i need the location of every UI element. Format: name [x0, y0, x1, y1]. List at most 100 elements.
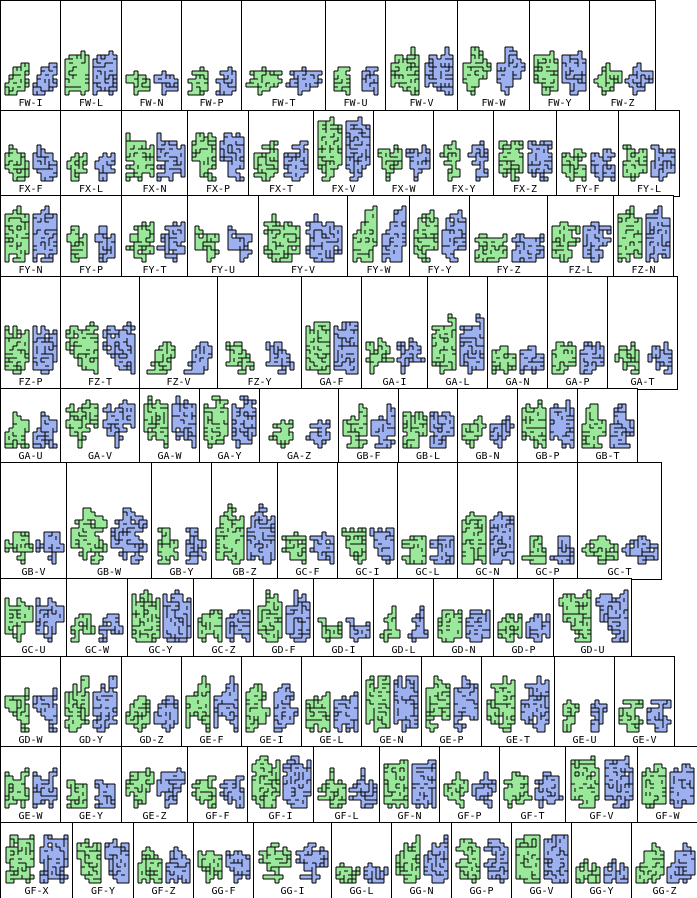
tiling-square [49, 67, 53, 71]
tiling-square [466, 424, 470, 428]
tiling-square [184, 424, 188, 428]
tiling-square [626, 424, 630, 428]
tiling-square [232, 79, 236, 83]
tiling-square [464, 338, 468, 342]
tiling-square [635, 153, 639, 157]
tiling-square [476, 177, 480, 181]
tiling-square [414, 238, 418, 242]
tiling-square [304, 157, 308, 161]
tiling-square [542, 436, 546, 440]
tiling-square [570, 55, 574, 59]
tiling-outline [581, 403, 607, 449]
tiling-square [338, 242, 342, 246]
tiling-square [157, 177, 161, 181]
tiling-square [606, 79, 610, 83]
tiling-square [499, 246, 503, 250]
tiling-square [330, 129, 334, 133]
tiling-square [599, 157, 603, 161]
tiling-square [318, 161, 322, 165]
tiling-square [166, 75, 170, 79]
tiling-square [240, 157, 244, 161]
tiling-square [86, 334, 90, 338]
tiling-square [244, 238, 248, 242]
tiling-square [119, 346, 123, 350]
tiling-square [580, 370, 584, 374]
tiling-square [566, 404, 570, 408]
tiling-square [501, 83, 505, 87]
tiling-square [282, 362, 286, 366]
tiling-square [131, 350, 135, 354]
tiling-square [334, 238, 338, 242]
tiling-square [419, 424, 423, 428]
tiling-square [240, 258, 244, 262]
tiling-square [524, 354, 528, 358]
tiling-square [415, 71, 419, 75]
tiling-square [362, 165, 366, 169]
tiling-square [643, 161, 647, 165]
tiling-square [446, 250, 450, 254]
tiling-square [203, 246, 207, 250]
tiling-square [671, 161, 675, 165]
tiling-square [37, 87, 41, 91]
tiling-square [350, 141, 354, 145]
tiling-square [144, 428, 148, 432]
tiling-square [635, 165, 639, 169]
tiling-square [37, 222, 41, 226]
tiling-square [550, 432, 554, 436]
tiling-square [318, 234, 322, 238]
tiling-square [649, 79, 653, 83]
tiling-square [90, 358, 94, 362]
pair-label: FY-N [18, 265, 43, 276]
tiling-square [306, 436, 310, 440]
tiling-square [512, 354, 516, 358]
tiling-square [298, 83, 302, 87]
tiling-square [542, 79, 546, 83]
tiling-square [74, 326, 78, 330]
tiling-square [5, 222, 9, 226]
tiling-square [220, 408, 224, 412]
tiling-square [49, 444, 53, 448]
tiling-square [177, 153, 181, 157]
tiling-square [566, 161, 570, 165]
tiling-square [450, 416, 454, 420]
piece-divider [492, 350, 516, 371]
tiling-square [314, 362, 318, 366]
tiling-square [13, 428, 17, 432]
pair-label: FX-W [391, 184, 416, 195]
tiling-square [148, 416, 152, 420]
tiling-square [25, 226, 29, 230]
tiling-square [630, 206, 634, 210]
tiling-square [564, 222, 568, 226]
tiling-square [310, 83, 314, 87]
tiling-square [181, 222, 185, 226]
tiling-square [94, 366, 98, 370]
tiling-square [103, 408, 107, 412]
tiling-square [146, 153, 150, 157]
tiling-square [639, 153, 643, 157]
tiling-square [200, 91, 204, 95]
tiling-square [5, 250, 9, 254]
tiling-square [224, 416, 228, 420]
tiling-square [25, 161, 29, 165]
tiling-square [196, 141, 200, 145]
tiling-square [204, 358, 208, 362]
tiling-square [413, 342, 417, 346]
tiling-square [641, 87, 645, 91]
tiling-square [127, 366, 131, 370]
tile-pair-cell: FX-Z [493, 110, 557, 197]
tiling-square [280, 238, 284, 242]
tiling-square [426, 258, 430, 262]
tiling-square [101, 67, 105, 71]
tiling-square [462, 230, 466, 234]
tiling-square [591, 169, 595, 173]
tiling-square [475, 59, 479, 63]
tiling-figure [462, 46, 526, 96]
tiling-square [318, 338, 322, 342]
tiling-square [278, 346, 282, 350]
tiling-square [503, 238, 507, 242]
tiling-square [334, 234, 338, 238]
tiling-square [79, 254, 83, 258]
tiling-square [134, 254, 138, 258]
tiling-square [103, 242, 107, 246]
tiling-square [123, 400, 127, 404]
